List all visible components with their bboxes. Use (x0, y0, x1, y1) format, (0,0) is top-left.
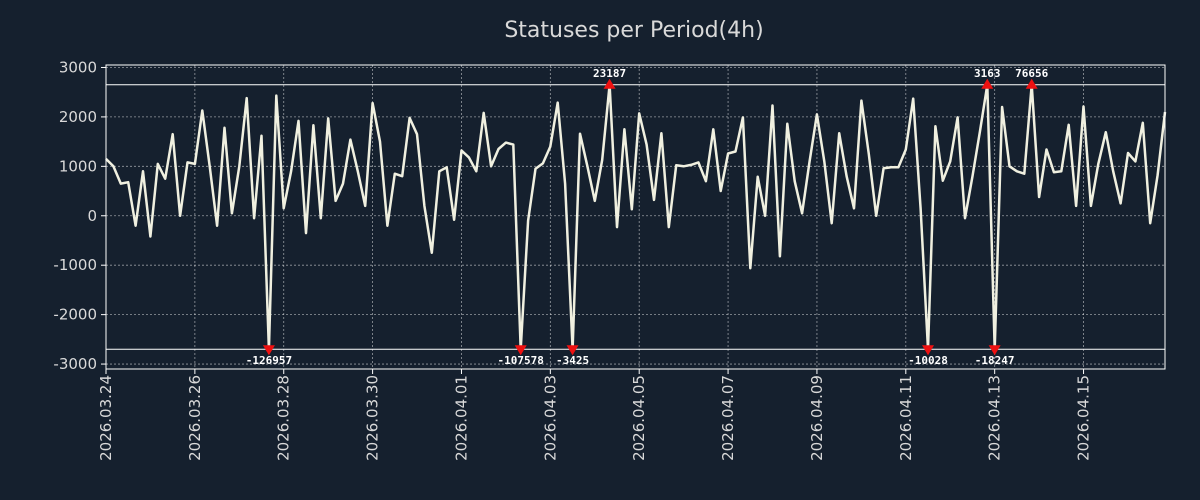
x-tick-label: 2026.04.13 (986, 375, 1004, 461)
y-tick-label: -3000 (53, 355, 97, 373)
outlier-label: 76656 (1015, 67, 1048, 80)
outlier-marker (988, 345, 1001, 356)
outlier-marker (922, 345, 935, 356)
outlier-marker (514, 345, 527, 356)
x-tick-label: 2026.04.05 (630, 375, 648, 461)
outlier-label: 23187 (593, 67, 626, 80)
x-tick-label: 2026.04.15 (1075, 375, 1093, 461)
plot-frame (105, 64, 1166, 370)
chart-title: Statuses per Period(4h) (504, 18, 763, 43)
y-tick-label: 1000 (59, 157, 97, 175)
series-layer (105, 83, 1167, 351)
x-axis: 2026.03.24 2026.03.26 2026.03.28 2026.03.30… (97, 369, 1093, 461)
y-tick-label: 2000 (59, 108, 97, 126)
y-tick-label: -2000 (53, 306, 97, 324)
outlier-marker (1025, 78, 1038, 89)
series-line (105, 83, 1167, 351)
outlier-label: -126957 (246, 354, 292, 367)
x-tick-label: 2026.03.28 (275, 375, 293, 461)
outlier-marker (262, 345, 275, 356)
outlier-label: -107578 (498, 354, 544, 367)
y-tick-label: 3000 (59, 58, 97, 76)
x-tick-label: 2026.04.11 (897, 375, 915, 461)
x-tick-label: 2026.03.30 (364, 375, 382, 461)
outlier-label: -3425 (556, 354, 589, 367)
outlier-label: -18247 (975, 354, 1015, 367)
outlier-marker (566, 345, 579, 356)
x-tick-label: 2026.03.24 (97, 375, 115, 461)
outlier-marker (981, 78, 994, 89)
y-axis: 3000 2000 1000 0 -1000 -2000 -3000 (53, 58, 106, 373)
outlier-label: -10028 (908, 354, 948, 367)
x-tick-label: 2026.04.03 (541, 375, 559, 461)
outlier-label: 3163 (974, 67, 1001, 80)
outlier-marker (603, 78, 616, 89)
x-tick-label: 2026.04.07 (719, 375, 737, 461)
y-tick-label: 0 (87, 207, 97, 225)
marker-layer (262, 78, 1038, 356)
x-tick-label: 2026.04.09 (808, 375, 826, 461)
x-tick-label: 2026.03.26 (186, 375, 204, 461)
y-tick-label: -1000 (53, 256, 97, 274)
annotation-layer: -126957 -107578 -3425 23187 -10028 3163 -18247… (246, 67, 1049, 367)
x-tick-label: 2026.04.01 (452, 375, 470, 461)
